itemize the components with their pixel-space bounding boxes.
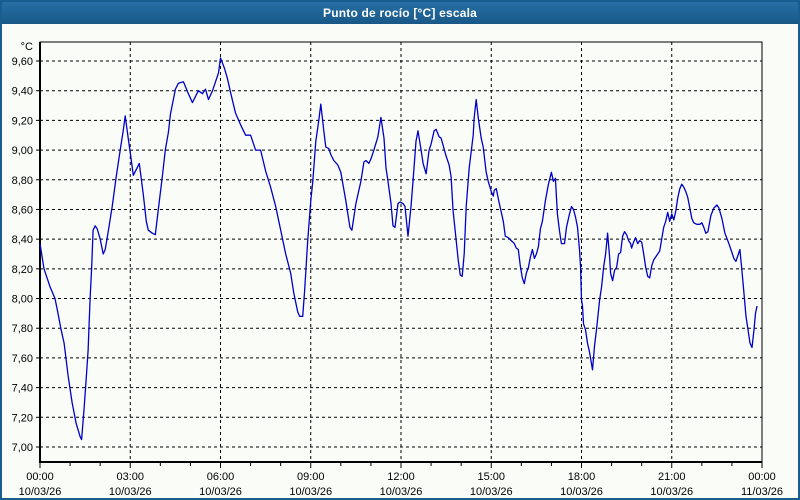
x-tick-time-label: 15:00 — [477, 471, 505, 483]
x-tick-date-label: 10/03/26 — [560, 486, 603, 498]
y-tick-label: 9,20 — [12, 115, 33, 127]
dewpoint-chart: 9,60 9,40 9,20 9,00 8,80 8,60 8,40 8,20 8,00 7,80… — [12, 41, 783, 498]
x-tick-time-label: 18:00 — [568, 471, 596, 483]
dewpoint-line — [39, 57, 758, 441]
y-tick-label: 7,60 — [12, 353, 33, 365]
x-tick-time-label: 06:00 — [207, 471, 235, 483]
y-tick-label: 9,40 — [12, 86, 33, 98]
y-tick-label: 8,20 — [12, 264, 33, 276]
y-tick-label: 7,20 — [12, 412, 33, 424]
y-tick-label: 7,80 — [12, 323, 33, 335]
x-tick-date-label: 10/03/26 — [19, 486, 62, 498]
window-title: Punto de rocío [°C] escala — [2, 2, 798, 24]
x-tick-date-label: 11/03/26 — [741, 486, 783, 498]
x-tick-time-label: 00:00 — [748, 471, 776, 483]
x-tick-date-label: 10/03/26 — [380, 486, 423, 498]
y-tick-label: 9,00 — [12, 145, 33, 157]
x-tick-date-label: 10/03/26 — [199, 486, 242, 498]
y-axis-unit-label: °C — [21, 41, 33, 53]
y-tick-label: 8,60 — [12, 204, 33, 216]
x-tick-time-label: 09:00 — [297, 471, 325, 483]
y-tick-label: 9,60 — [12, 56, 33, 68]
y-tick-label: 7,00 — [12, 442, 33, 454]
x-tick-date-label: 10/03/26 — [650, 486, 693, 498]
y-tick-label: 7,40 — [12, 383, 33, 395]
y-tick-label: 8,80 — [12, 175, 33, 187]
x-tick-time-label: 00:00 — [26, 471, 54, 483]
x-tick-time-label: 12:00 — [387, 471, 415, 483]
chart-area: 9,60 9,40 9,20 9,00 8,80 8,60 8,40 8,20 8,00 7,80… — [2, 24, 798, 498]
x-tick-date-label: 10/03/26 — [109, 486, 152, 498]
x-tick-time-label: 03:00 — [116, 471, 144, 483]
x-tick-time-label: 21:00 — [658, 471, 686, 483]
x-tick-date-label: 10/03/26 — [470, 486, 513, 498]
y-tick-label: 8,00 — [12, 294, 33, 306]
y-tick-label: 8,40 — [12, 234, 33, 246]
x-tick-date-label: 10/03/26 — [289, 486, 332, 498]
